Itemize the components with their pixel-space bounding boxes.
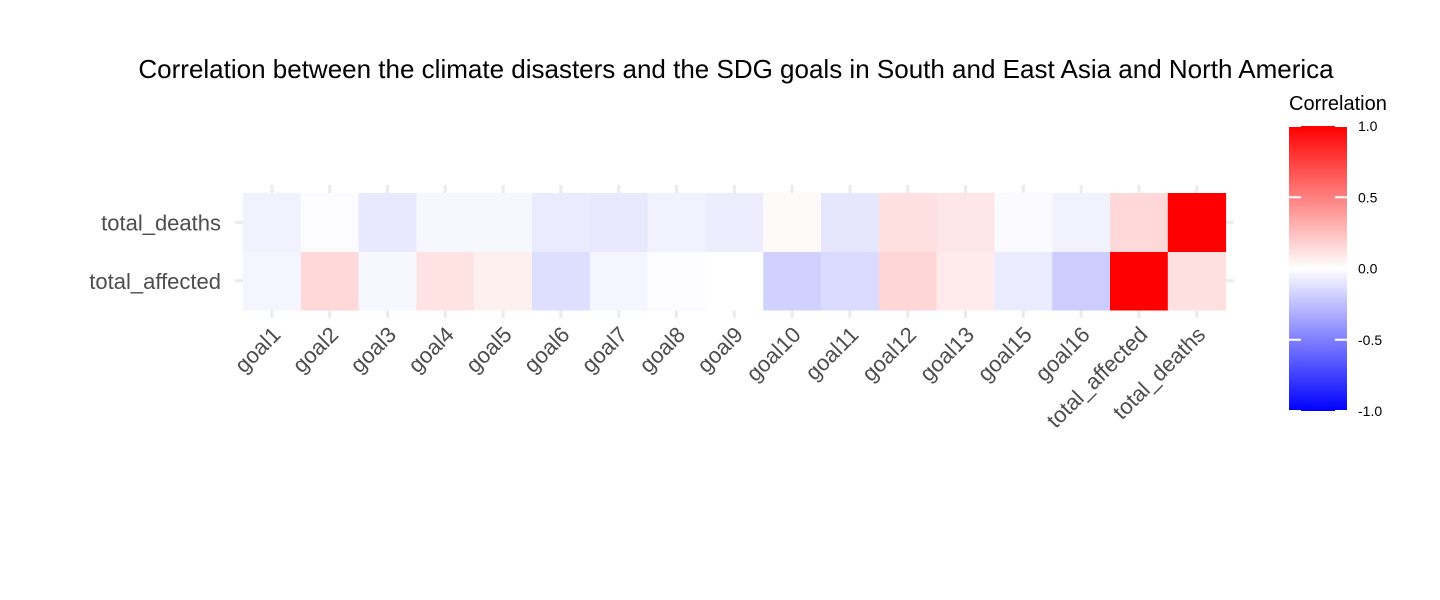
heatmap-cell-total_affected-goal7 xyxy=(589,251,649,311)
x-tick-label: goal11 xyxy=(800,322,863,385)
heatmap-cell-total_affected-goal1 xyxy=(243,251,302,311)
heatmap-cell-total_deaths-goal8 xyxy=(647,193,706,252)
x-axis-ticks: goal1 goal2 goal3 goal4 goal5 goal6 goal7 goal8… xyxy=(230,322,1211,433)
heatmap-cell-total_affected-goal8 xyxy=(647,251,706,311)
heatmap-cell-total_deaths-goal13 xyxy=(936,193,995,252)
heatmap-cell-total_deaths-goal11 xyxy=(821,193,880,252)
heatmap-cell-total_deaths-total_deaths xyxy=(1167,193,1227,252)
x-tick-label: goal13 xyxy=(915,322,979,386)
legend-title: Correlation xyxy=(1289,93,1387,115)
heatmap-cell-total_affected-goal5 xyxy=(474,251,533,311)
heatmap-cell-total_deaths-goal12 xyxy=(878,193,938,252)
heatmap-cell-total_deaths-goal16 xyxy=(1052,193,1111,252)
x-tick-label: goal12 xyxy=(857,322,921,386)
x-tick-label: goal9 xyxy=(692,322,748,378)
heatmap-cell-total_affected-total_deaths xyxy=(1167,251,1227,311)
heatmap-cell-total_deaths-goal4 xyxy=(416,193,475,252)
legend-tick-label: -1.0 xyxy=(1358,403,1382,419)
x-tick-label: goal8 xyxy=(634,322,690,378)
x-tick-label: goal1 xyxy=(230,322,286,378)
heatmap-cell-total_affected-goal11 xyxy=(821,251,880,311)
x-tick-label: goal10 xyxy=(741,322,805,386)
heatmap-cell-total_affected-goal4 xyxy=(416,251,475,311)
heatmap-cell-total_deaths-goal2 xyxy=(300,193,360,252)
heatmap-cell-total_affected-goal6 xyxy=(532,251,591,311)
x-tick-label: goal3 xyxy=(345,322,401,378)
legend-tick-label: 1.0 xyxy=(1358,118,1378,134)
heatmap-cell-total_affected-goal2 xyxy=(300,251,360,311)
heatmap-cell-total_deaths-goal6 xyxy=(532,193,591,252)
heatmap-cell-total_deaths-goal10 xyxy=(763,193,822,252)
legend-tick-label: 0.0 xyxy=(1358,261,1378,277)
heatmap-cell-total_deaths-goal9 xyxy=(705,193,764,252)
x-tick-label: goal6 xyxy=(519,322,575,378)
heatmap-cell-total_affected-goal9 xyxy=(705,251,764,311)
legend-tick-label: -0.5 xyxy=(1358,332,1382,348)
heatmap-cell-total_affected-goal13 xyxy=(936,251,995,311)
heatmap-cell-total_affected-goal16 xyxy=(1052,251,1111,311)
heatmap-cell-total_affected-goal12 xyxy=(878,251,938,311)
heatmap-cell-total_deaths-goal15 xyxy=(994,193,1053,252)
heatmap-cell-total_affected-goal15 xyxy=(994,251,1053,311)
legend-tick-label: 0.5 xyxy=(1358,189,1378,205)
heatmap-cell-total_deaths-goal7 xyxy=(589,193,649,252)
chart-title: Correlation between the climate disaster… xyxy=(138,54,1334,84)
heatmap-cell-total_deaths-goal1 xyxy=(243,193,302,252)
x-tick-label: goal2 xyxy=(287,322,343,378)
heatmap-cell-total_affected-total_affected xyxy=(1110,251,1169,311)
heatmap-cell-total_deaths-total_affected xyxy=(1110,193,1169,252)
x-tick-label: goal15 xyxy=(972,322,1036,386)
heatmap-cell-total_deaths-goal5 xyxy=(474,193,533,252)
x-tick-label: goal7 xyxy=(576,322,632,378)
heatmap-cells xyxy=(243,193,1227,311)
y-axis-ticks: total_affected total_deaths xyxy=(89,210,221,294)
y-tick-label: total_deaths xyxy=(101,210,221,235)
y-tick-label: total_affected xyxy=(89,269,221,294)
heatmap-cell-total_deaths-goal3 xyxy=(358,193,417,252)
heatmap-cell-total_affected-goal10 xyxy=(763,251,822,311)
heatmap-cell-total_affected-goal3 xyxy=(358,251,417,311)
x-tick-label: goal5 xyxy=(461,322,517,378)
legend: Correlation 1.0 0.5 0.0 -0.5 -1.0 xyxy=(1289,93,1387,419)
x-tick-label: goal4 xyxy=(403,322,459,378)
